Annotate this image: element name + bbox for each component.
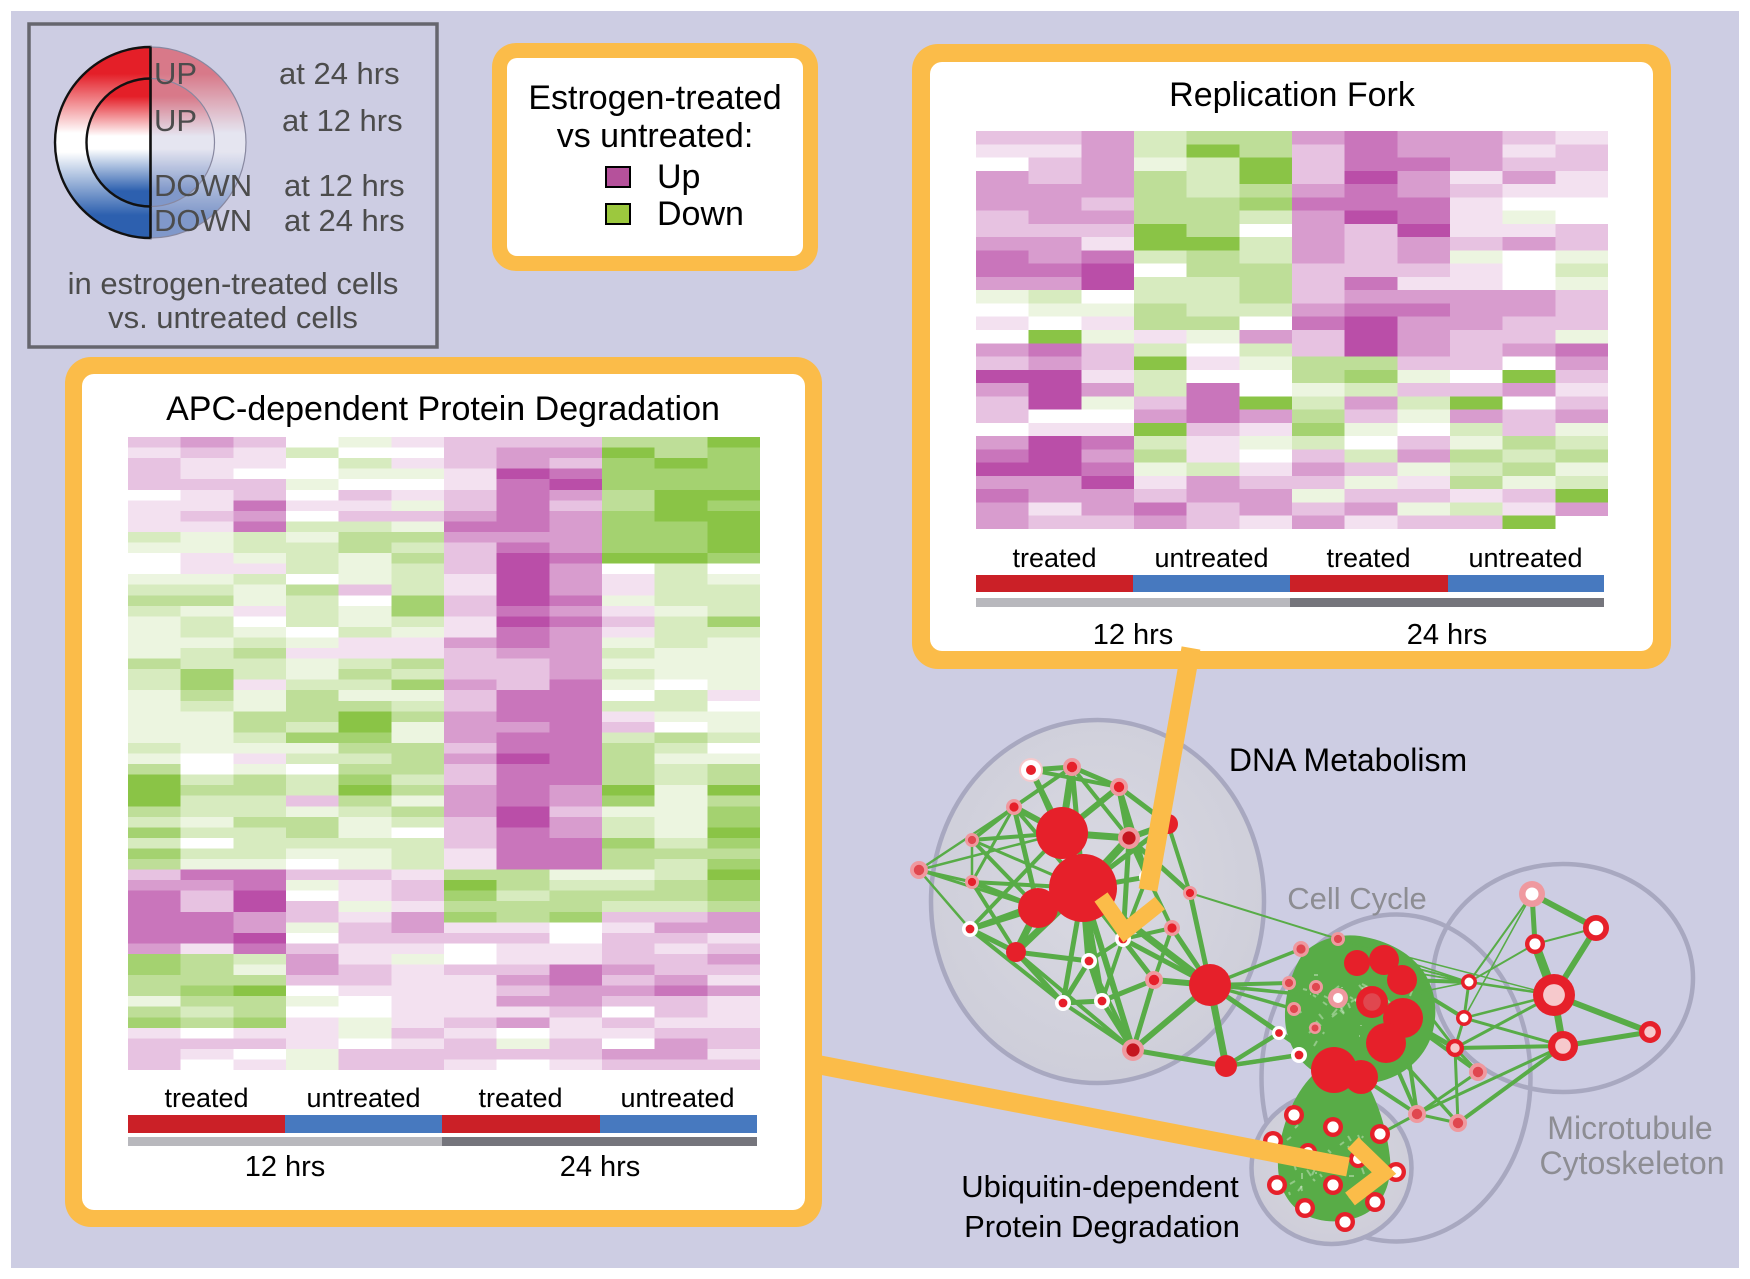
svg-text:12 hrs: 12 hrs: [1093, 619, 1174, 651]
svg-text:Ubiquitin-dependent: Ubiquitin-dependent: [961, 1169, 1239, 1204]
svg-text:24 hrs: 24 hrs: [560, 1151, 641, 1183]
svg-text:Cell Cycle: Cell Cycle: [1287, 881, 1427, 916]
svg-text:Up: Up: [657, 158, 700, 196]
svg-text:DOWN: DOWN: [154, 168, 252, 203]
svg-text:UP: UP: [154, 103, 197, 138]
svg-text:Microtubule: Microtubule: [1547, 1110, 1712, 1146]
svg-text:at 24 hrs: at 24 hrs: [284, 203, 405, 238]
svg-text:untreated: untreated: [1468, 543, 1582, 573]
svg-text:DNA Metabolism: DNA Metabolism: [1229, 742, 1467, 778]
svg-text:untreated: untreated: [620, 1083, 734, 1113]
svg-text:at 12 hrs: at 12 hrs: [282, 103, 403, 138]
svg-text:treated: treated: [1012, 543, 1096, 573]
svg-text:DOWN: DOWN: [154, 203, 252, 238]
svg-text:Replication Fork: Replication Fork: [1169, 76, 1416, 114]
svg-text:untreated: untreated: [306, 1083, 420, 1113]
svg-text:treated: treated: [164, 1083, 248, 1113]
svg-text:APC-dependent Protein Degradat: APC-dependent Protein Degradation: [166, 390, 720, 428]
svg-text:at 12 hrs: at 12 hrs: [284, 168, 405, 203]
svg-text:at 24 hrs: at 24 hrs: [279, 56, 400, 91]
svg-text:12 hrs: 12 hrs: [245, 1151, 326, 1183]
svg-text:Down: Down: [657, 195, 744, 233]
svg-text:Cytoskeleton: Cytoskeleton: [1540, 1145, 1725, 1181]
svg-text:24 hrs: 24 hrs: [1407, 619, 1488, 651]
svg-text:in estrogen-treated cells: in estrogen-treated cells: [68, 266, 399, 301]
svg-text:vs untreated:: vs untreated:: [557, 117, 754, 155]
svg-text:Estrogen-treated: Estrogen-treated: [528, 79, 781, 117]
svg-text:Protein Degradation: Protein Degradation: [964, 1209, 1240, 1244]
svg-text:UP: UP: [154, 56, 197, 91]
svg-text:treated: treated: [478, 1083, 562, 1113]
svg-text:untreated: untreated: [1154, 543, 1268, 573]
svg-text:vs. untreated cells: vs. untreated cells: [108, 300, 358, 335]
svg-text:treated: treated: [1326, 543, 1410, 573]
